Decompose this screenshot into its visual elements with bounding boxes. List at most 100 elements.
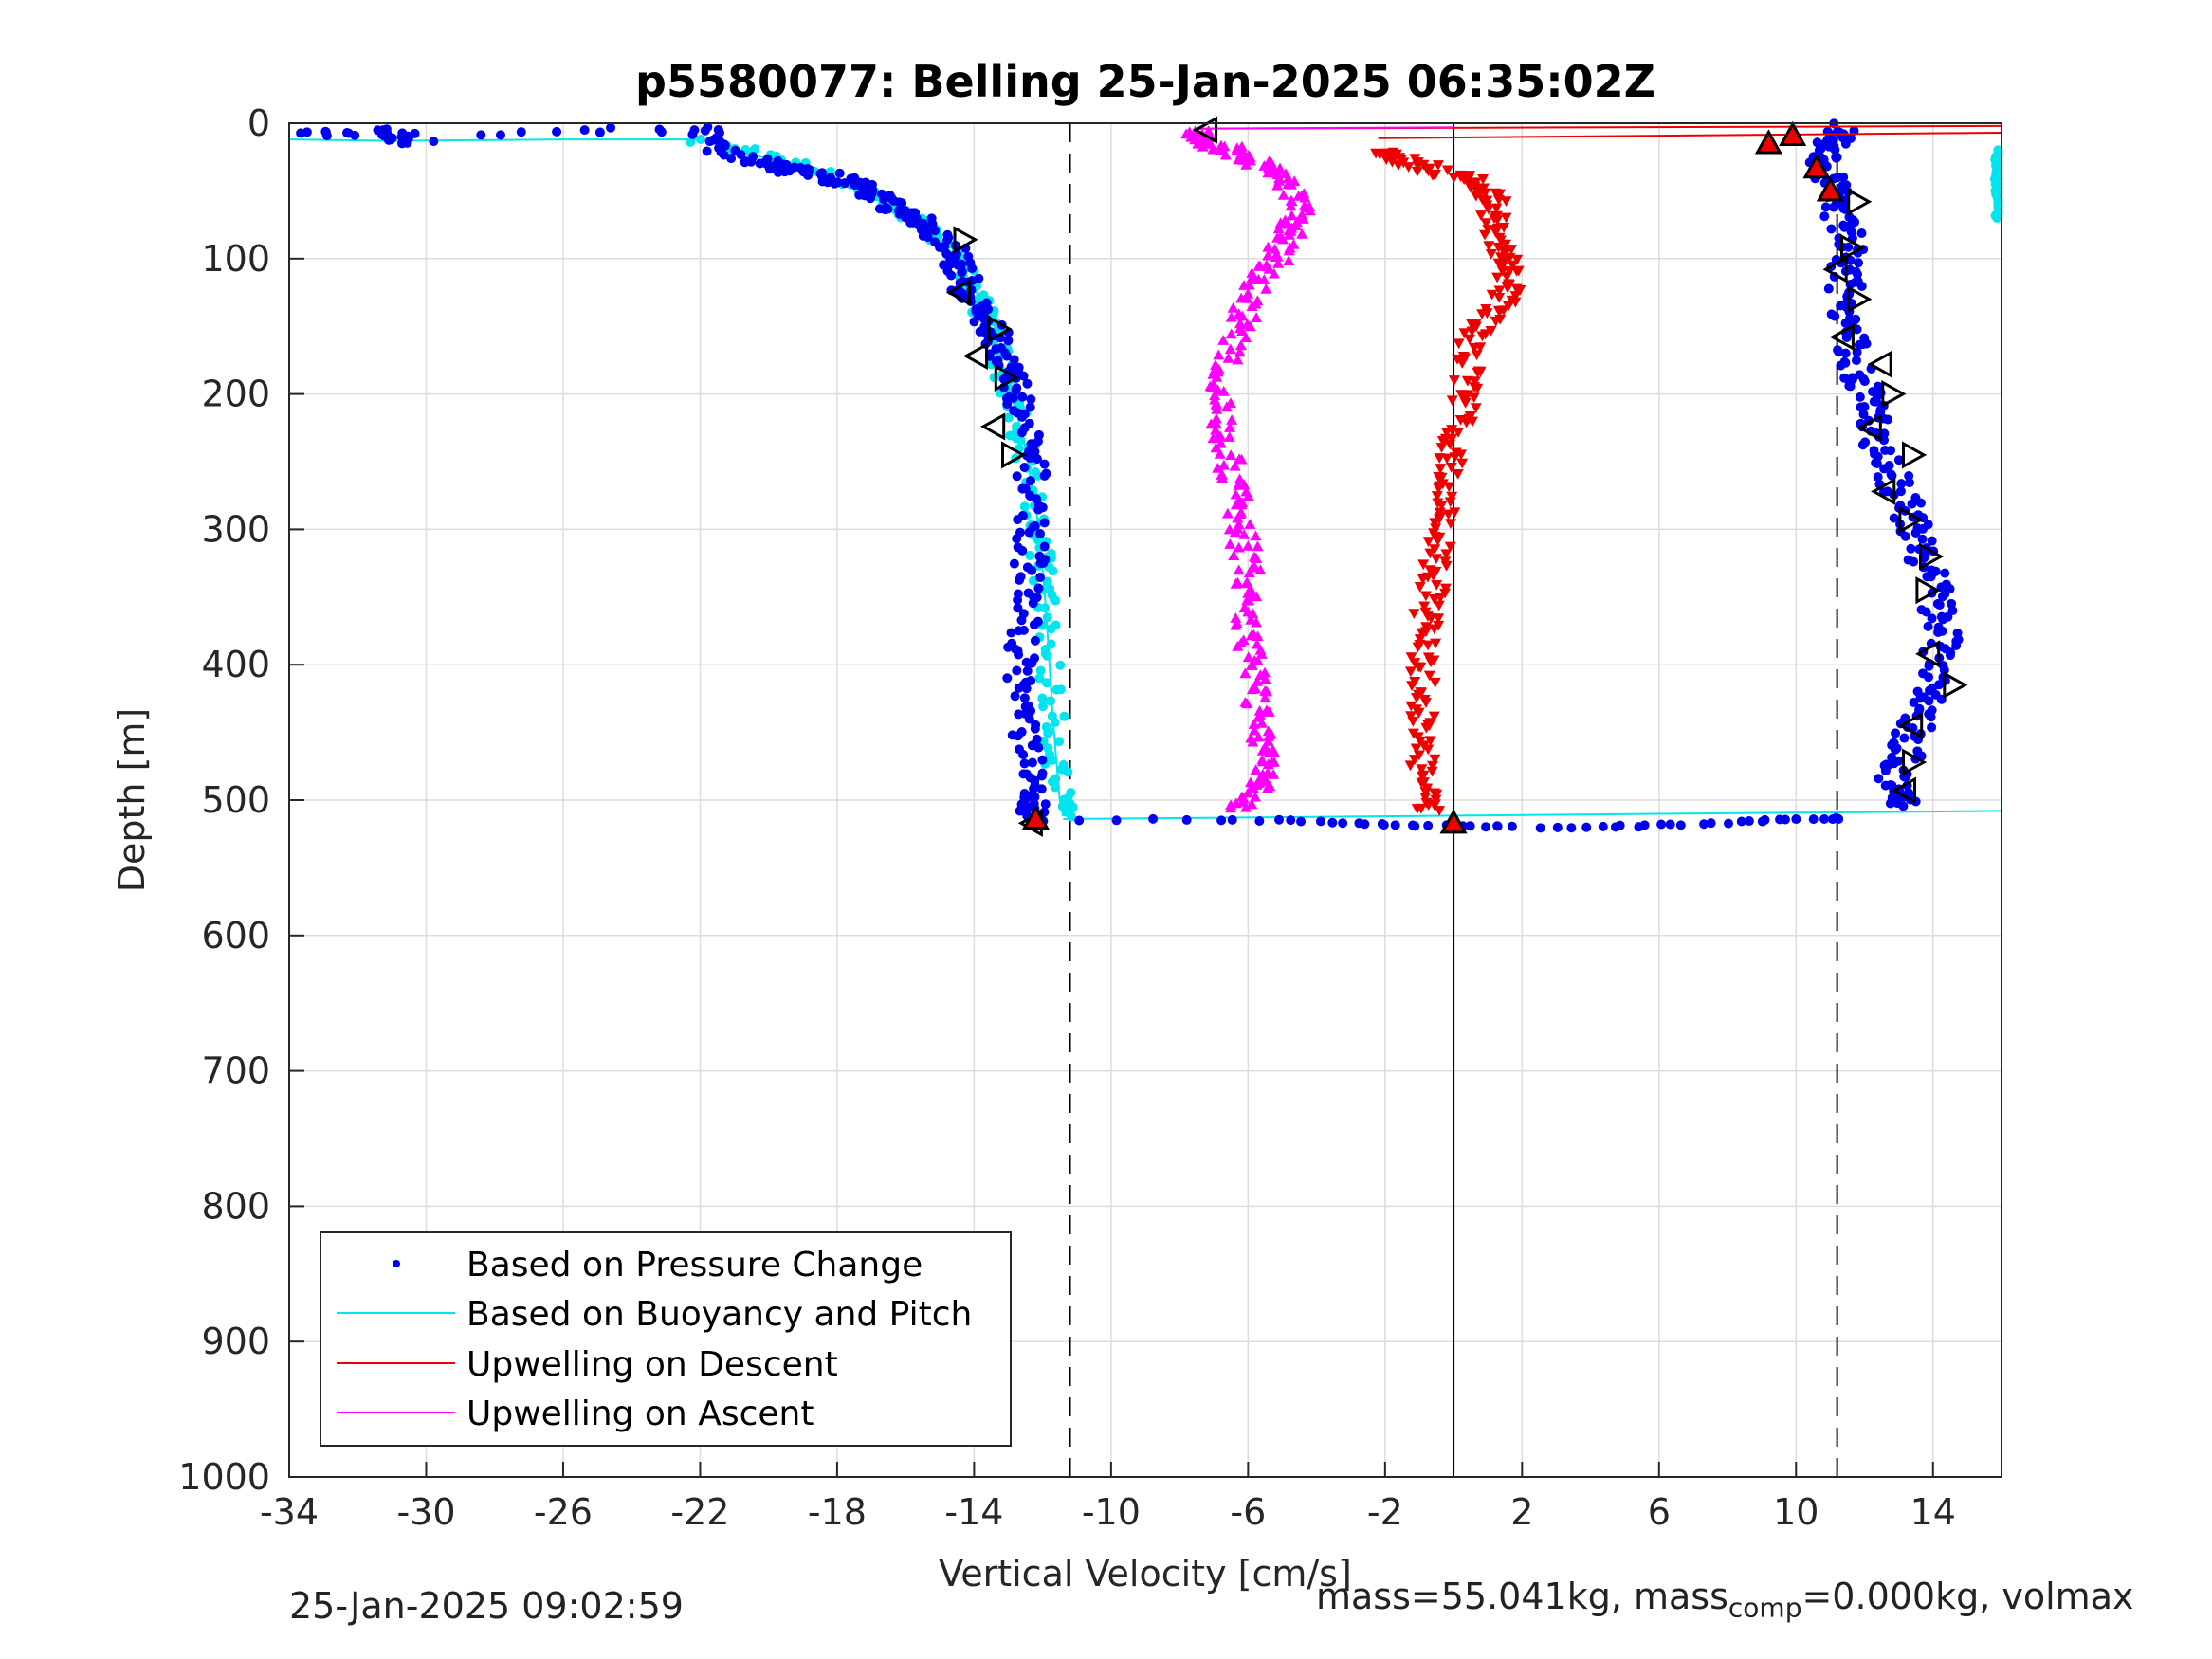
legend-label-upwelling-descent: Upwelling on Descent — [466, 1345, 838, 1384]
pressure-point — [1030, 635, 1040, 646]
x-tick-label: 14 — [1910, 1491, 1956, 1533]
buoyancy-point — [1037, 693, 1048, 703]
pressure-point — [1033, 742, 1044, 753]
upwelling-descent-point — [1455, 449, 1468, 461]
pressure-point — [1286, 815, 1296, 826]
pressure-point — [1820, 202, 1831, 212]
pressure-point — [1030, 723, 1040, 734]
upwelling-descent-point — [1440, 549, 1453, 560]
upwelling-ascent-point — [1219, 149, 1232, 160]
upwelling-ascent-point — [1254, 260, 1266, 271]
upwelling-descent-point — [1485, 326, 1497, 337]
open-triangle-marker — [1192, 116, 1218, 144]
pressure-point — [1639, 820, 1650, 830]
pressure-point — [1820, 138, 1831, 149]
buoyancy-point — [1050, 718, 1060, 728]
red-triangle-marker — [1779, 120, 1807, 146]
axis-ticks: -34 -30 -26 -22 -18 -14 -10 -6 -2 2 6 10 14010020030… — [178, 102, 1956, 1533]
y-tick-label: 600 — [201, 915, 270, 957]
pressure-point — [1927, 536, 1937, 546]
pressure-point — [1033, 583, 1044, 593]
upwelling-descent-point — [1420, 164, 1433, 174]
open-triangle-marker — [962, 342, 989, 371]
upwelling-descent-point — [1435, 501, 1448, 511]
upwelling-descent-point — [1420, 698, 1432, 708]
pressure-point — [687, 129, 698, 139]
legend-label-buoyancy: Based on Buoyancy and Pitch — [466, 1295, 972, 1334]
upwelling-descent-point — [1441, 453, 1453, 465]
upwelling-ascent-point — [1207, 143, 1219, 155]
upwelling-ascent-point — [1240, 332, 1252, 342]
upwelling-ascent-point — [1232, 576, 1244, 588]
upwelling-ascent-point — [1246, 590, 1258, 600]
upwelling-descent-point — [1456, 357, 1469, 369]
upwelling-descent-point — [1507, 260, 1519, 271]
pressure-point — [1227, 814, 1237, 825]
buoyancy-point — [1063, 767, 1073, 777]
chart-title: p5580077: Belling 25-Jan-2025 06:35:02Z — [635, 56, 1655, 107]
pressure-point — [700, 125, 710, 136]
pressure-point — [866, 193, 876, 204]
upwelling-ascent-point — [1274, 231, 1287, 242]
pressure-point — [1002, 673, 1013, 684]
upwelling-descent-point — [1417, 559, 1430, 571]
upwelling-ascent-point — [1266, 756, 1278, 767]
red-triangle-marker — [1754, 129, 1782, 155]
pressure-point — [1019, 693, 1030, 703]
pressure-point — [1566, 823, 1577, 833]
upwelling-ascent-point — [1210, 399, 1222, 410]
upwelling-ascent-point — [1187, 129, 1199, 140]
upwelling-ascent-point — [1232, 354, 1244, 365]
pressure-point — [1465, 821, 1475, 831]
pressure-point — [1838, 172, 1849, 182]
pressure-point — [1932, 598, 1943, 609]
open-triangle-marker — [1001, 441, 1027, 469]
buoyancy-point — [686, 137, 696, 147]
upwelling-ascent-point — [1241, 594, 1253, 606]
upwelling-ascent-point — [1208, 378, 1220, 390]
upwelling-descent-point — [1443, 482, 1455, 493]
upwelling-ascent-point — [1233, 519, 1245, 530]
upwelling-ascent-point — [1233, 308, 1245, 319]
upwelling-ascent-point — [1244, 583, 1256, 594]
buoyancy-point — [1042, 612, 1052, 623]
upwelling-descent-point — [1490, 228, 1502, 238]
pressure-point — [1835, 127, 1845, 137]
pressure-point — [552, 126, 562, 137]
pressure-point — [1615, 820, 1625, 830]
upwelling-ascent-point — [1283, 255, 1295, 265]
upwelling-ascent-point — [1210, 412, 1222, 424]
x-tick-label: 6 — [1648, 1491, 1671, 1533]
upwelling-descent-point — [1479, 229, 1490, 241]
pressure-point — [1927, 705, 1937, 716]
pressure-point — [1027, 658, 1037, 668]
upwelling-ascent-point — [1224, 343, 1236, 355]
legend-label-upwelling-ascent: Upwelling on Ascent — [466, 1395, 814, 1433]
upwelling-ascent-point — [1248, 629, 1260, 640]
upwelling-ascent-point — [1247, 561, 1258, 573]
footer-timestamp: 25-Jan-2025 09:02:59 — [289, 1585, 684, 1627]
pressure-point — [1008, 392, 1018, 403]
upwelling-descent-point — [1453, 338, 1465, 350]
pressure-point — [1028, 598, 1038, 609]
upwelling-ascent-point — [1224, 538, 1236, 549]
upwelling-descent-point — [1460, 417, 1472, 428]
upwelling-ascent-point — [1215, 437, 1227, 448]
x-tick-label: -22 — [670, 1491, 729, 1533]
pressure-point — [1819, 813, 1830, 824]
x-tick-label: 10 — [1773, 1491, 1819, 1533]
open-triangle-marker — [1847, 188, 1873, 216]
upwelling-descent-point — [1489, 213, 1500, 225]
open-triangle-marker — [980, 412, 1006, 441]
upwelling-descent-point — [1456, 458, 1469, 469]
pressure-point — [1327, 817, 1338, 828]
pressure-point — [1699, 819, 1709, 830]
upwelling-ascent-point — [1230, 488, 1242, 500]
upwelling-descent-point — [1461, 375, 1473, 387]
open-triangle-marker — [987, 315, 1013, 343]
open-triangle-marker — [994, 363, 1019, 392]
open-triangle-marker — [1847, 285, 1873, 314]
pressure-point — [1148, 813, 1159, 824]
upwelling-descent-point — [1387, 153, 1399, 164]
upwelling-descent-point — [1506, 295, 1518, 306]
